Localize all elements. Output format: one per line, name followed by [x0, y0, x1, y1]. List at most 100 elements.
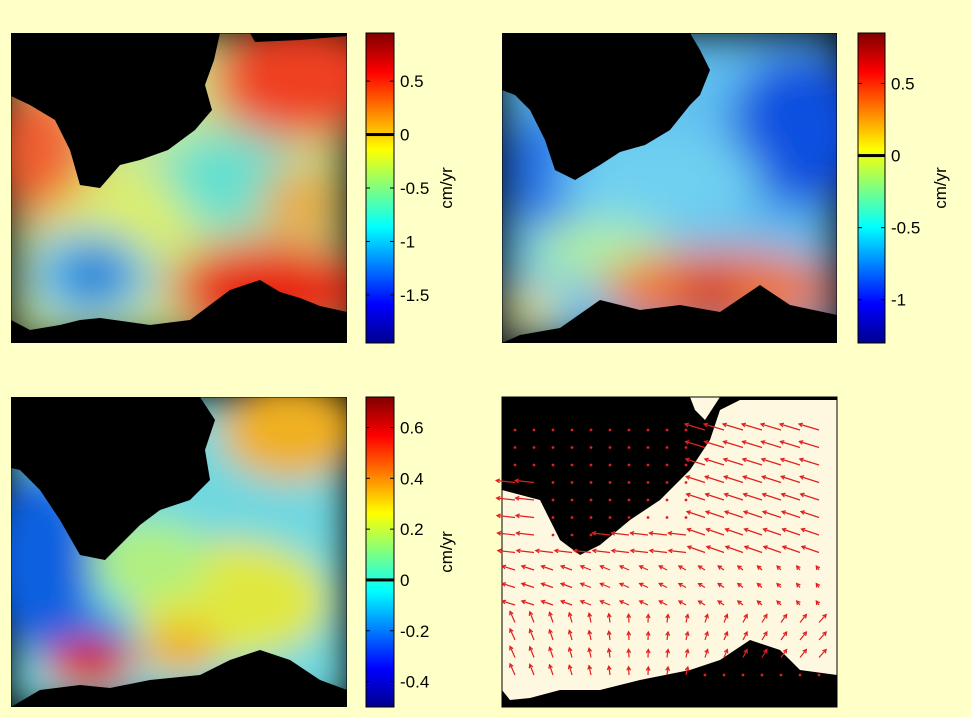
vector-arrow: [666, 666, 669, 676]
vector-arrow-head: [704, 475, 710, 480]
vector-arrow-head: [741, 457, 747, 463]
vector-arrow: [496, 514, 516, 519]
vector-arrow: [541, 582, 554, 589]
vector-arrow: [685, 458, 706, 466]
vector-arrow: [780, 649, 788, 658]
vector-arrow-head: [610, 548, 616, 554]
vector-arrow-head: [780, 510, 787, 515]
vector-arrow-head: [742, 475, 748, 480]
vector-arrow-head: [520, 599, 526, 605]
vector-arrow-head: [667, 530, 673, 536]
vector-arrow: [800, 475, 820, 484]
vector-dot: [589, 533, 593, 537]
vector-arrow: [568, 647, 573, 658]
vector-arrow: [763, 528, 782, 536]
vector-dot: [589, 481, 593, 484]
vector-arrow: [744, 528, 763, 536]
panel-top-right-map: [502, 33, 837, 343]
vector-arrow: [743, 475, 763, 484]
vector-arrow: [580, 600, 592, 606]
vector-arrow-head: [697, 582, 703, 588]
panel-top-left-map: [11, 33, 347, 343]
vector-arrow-head: [509, 662, 514, 668]
vector-arrow: [761, 631, 768, 641]
colorbar-bottom-left: [365, 396, 395, 708]
vector-arrow: [639, 565, 649, 571]
vector-arrow-head: [799, 492, 805, 498]
vector-arrow: [639, 600, 649, 606]
vector-arrow: [685, 631, 689, 641]
vector-arrow-head: [626, 612, 632, 619]
vector-arrow-head: [723, 492, 729, 498]
vector-dot: [665, 481, 669, 484]
vector-arrow: [723, 614, 728, 623]
colorbar-unit-label: cm/yr: [931, 167, 950, 209]
vector-arrow: [818, 614, 827, 623]
vector-dot: [646, 498, 650, 502]
vector-arrow-head: [760, 457, 766, 463]
vector-arrow: [658, 565, 668, 571]
vector-arrow-head: [684, 648, 690, 654]
vector-arrow: [560, 565, 573, 571]
vector-arrow-head: [798, 440, 804, 445]
vector-arrow: [742, 614, 748, 623]
vector-arrow-head: [500, 582, 507, 587]
vector-arrow: [600, 582, 611, 589]
colorbar-tick-label: 0.5: [400, 72, 424, 91]
vector-arrow-head: [496, 548, 502, 554]
vector-arrow-head: [587, 612, 593, 618]
vector-arrow: [743, 493, 763, 501]
vector-arrow: [509, 663, 516, 676]
vector-arrow-head: [520, 564, 526, 570]
vector-arrow: [509, 628, 516, 641]
vector-arrow-head: [684, 440, 690, 445]
vector-arrow-head: [618, 600, 625, 605]
vector-dot: [684, 428, 688, 432]
vector-arrow-head: [776, 600, 782, 606]
colorbar-unit-label: cm/yr: [437, 167, 456, 209]
vector-arrow-head: [802, 648, 808, 654]
vector-arrow-head: [685, 492, 691, 498]
vector-arrow: [762, 493, 782, 501]
vector-arrow-head: [760, 440, 766, 445]
vector-arrow-head: [702, 422, 709, 428]
vector-arrow-head: [815, 564, 821, 571]
panel-bottom-left-map: [11, 397, 347, 707]
vector-arrow-head: [742, 492, 748, 498]
vector-dot: [665, 463, 669, 467]
vector-arrow: [706, 545, 725, 554]
vector-arrow: [560, 582, 573, 589]
vector-arrow-head: [815, 599, 821, 606]
vector-arrow-head: [685, 475, 691, 480]
vector-arrow: [698, 582, 706, 589]
vector-arrow-head: [763, 613, 768, 619]
vector-arrow-head: [618, 582, 625, 588]
vector-arrow: [704, 631, 709, 641]
vector-arrow: [723, 649, 728, 658]
vector-arrow: [496, 497, 516, 501]
colorbar-tick-label: 0.6: [400, 418, 424, 437]
vector-arrow: [509, 611, 516, 623]
vector-arrow: [725, 545, 744, 554]
vector-arrow: [725, 528, 744, 536]
vector-arrow-head: [567, 611, 573, 617]
vector-arrow: [560, 600, 573, 606]
vector-arrow: [608, 631, 611, 641]
vector-arrow-head: [799, 475, 805, 480]
vector-arrow: [649, 532, 668, 536]
vector-arrow: [743, 510, 763, 519]
vector-arrow-head: [667, 548, 673, 554]
vector-arrow-head: [658, 582, 664, 588]
vector-arrow-head: [513, 478, 520, 484]
vector-dot: [513, 428, 517, 432]
vector-arrow-head: [736, 600, 742, 605]
vector-arrow: [704, 614, 709, 623]
vector-dot: [684, 446, 688, 449]
vector-arrow-head: [645, 613, 651, 619]
vector-arrow-head: [599, 599, 605, 605]
vector-arrow-head: [686, 545, 692, 550]
vector-arrow: [541, 565, 554, 571]
vector-dot: [608, 516, 612, 519]
vector-dot: [551, 516, 555, 519]
vector-arrow-head: [802, 631, 808, 637]
